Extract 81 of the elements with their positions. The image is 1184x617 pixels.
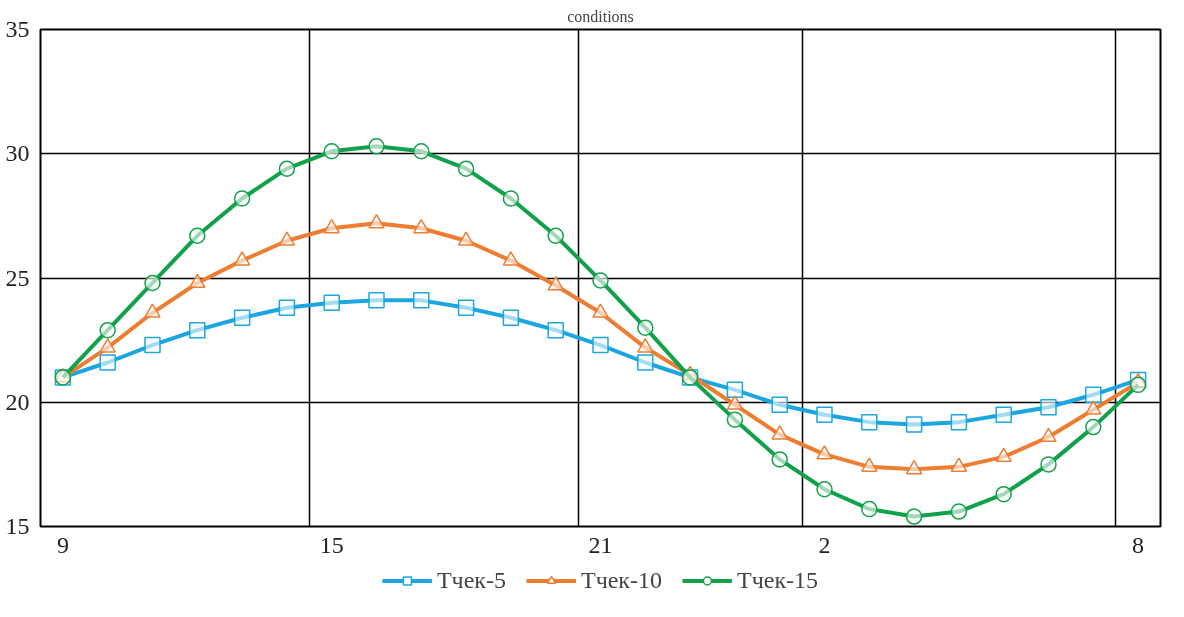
point: [592, 336, 609, 354]
point: [637, 354, 654, 371]
point: [502, 190, 520, 207]
point: [278, 299, 296, 317]
point: [771, 425, 788, 440]
point: [502, 251, 520, 266]
legend-label: Тчек-5: [436, 566, 506, 594]
point: [368, 292, 385, 309]
point: [547, 227, 564, 244]
point: [323, 294, 340, 312]
point: [368, 213, 385, 229]
point: [99, 338, 116, 353]
point: [995, 447, 1012, 462]
point: [1129, 376, 1147, 394]
point: [502, 309, 520, 327]
point: [144, 303, 161, 318]
point: [323, 218, 340, 234]
legend-label: Тчек-15: [737, 566, 819, 594]
point: [189, 273, 206, 289]
y-tick-label: 35: [5, 16, 30, 42]
point: [592, 303, 609, 318]
point: [1085, 400, 1102, 415]
point: [99, 321, 116, 339]
point: [278, 160, 296, 177]
point: [457, 231, 475, 246]
point: [1040, 398, 1057, 416]
point: [99, 354, 116, 371]
point: [816, 406, 833, 423]
point: [950, 503, 968, 520]
point: [1040, 427, 1057, 443]
point: [1085, 386, 1102, 404]
point: [950, 413, 968, 431]
point: [1040, 456, 1057, 473]
y-tick-label: 25: [5, 264, 30, 291]
point: [726, 395, 744, 410]
point: [950, 457, 968, 472]
y-tick-label: 20: [5, 388, 30, 415]
point: [413, 292, 430, 309]
point: [995, 485, 1012, 503]
point: [144, 336, 161, 354]
point: [726, 411, 744, 428]
point: [457, 160, 475, 177]
point: [771, 451, 788, 468]
point: [771, 396, 788, 413]
point: [233, 251, 251, 266]
point: [905, 416, 923, 433]
point: [861, 413, 878, 431]
point: [413, 143, 430, 160]
point: [547, 276, 564, 291]
point: [189, 227, 206, 244]
x-tick-label: 9: [56, 531, 69, 558]
point: [457, 299, 475, 317]
point: [368, 138, 385, 155]
point: [637, 319, 654, 336]
point: [233, 190, 251, 207]
point: [905, 508, 923, 525]
x-tick-label: 2: [818, 531, 831, 558]
y-tick-label: 15: [5, 513, 30, 539]
point: [1085, 418, 1102, 436]
chart-title: conditions: [567, 7, 634, 25]
point: [189, 321, 206, 339]
x-tick-label: 21: [588, 531, 613, 558]
point: [816, 445, 833, 460]
x-tick-label: 8: [1132, 531, 1145, 558]
point: [905, 459, 923, 475]
point: [861, 500, 878, 518]
point: [861, 457, 878, 472]
x-tick-label: 15: [319, 531, 344, 558]
point: [144, 274, 161, 292]
point: [726, 381, 744, 399]
y-tick-label: 30: [5, 140, 30, 167]
point: [592, 272, 609, 289]
point: [413, 218, 430, 234]
point: [278, 231, 296, 246]
point: [547, 321, 564, 339]
point: [233, 309, 251, 327]
point: [816, 480, 833, 498]
point: [995, 406, 1012, 423]
point: [637, 338, 654, 353]
point: [323, 143, 340, 160]
legend-label: Тчек-10: [580, 566, 663, 594]
